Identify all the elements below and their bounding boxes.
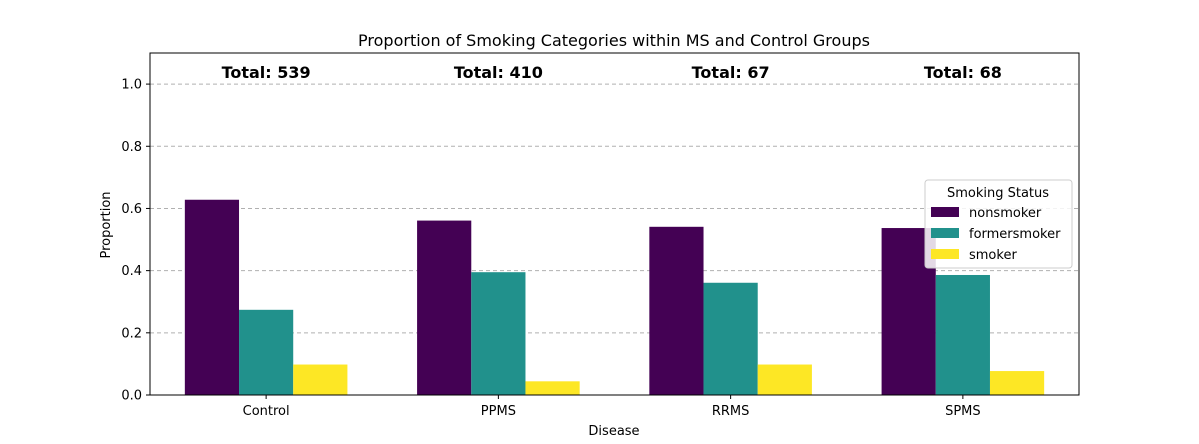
y-tick-label: 0.0 xyxy=(121,389,142,404)
legend-swatch-nonsmoker xyxy=(931,207,959,217)
bars xyxy=(184,199,1045,395)
legend-label-smoker: smoker xyxy=(969,248,1017,263)
plot-frame xyxy=(149,52,1080,396)
x-tick-label: SPMS xyxy=(945,404,981,419)
x-axis-label: Disease xyxy=(588,424,639,439)
total-labels: Total: 539 Total: 410 Total: 67 Total: 68 xyxy=(222,63,1002,82)
bar-smoker-spms xyxy=(989,371,1045,395)
bar-formersmoker-rrms xyxy=(703,282,758,395)
legend-box xyxy=(924,179,1073,269)
y-tick-label: 0.6 xyxy=(121,202,142,217)
bar-formersmoker-control xyxy=(239,309,294,395)
legend-title: Smoking Status xyxy=(947,186,1049,201)
y-tick-label: 0.4 xyxy=(121,264,142,279)
total-label: Total: 539 xyxy=(222,63,311,82)
y-axis-label: Proportion xyxy=(99,191,114,258)
bar-smoker-rrms xyxy=(757,364,812,395)
bar-nonsmoker-rrms xyxy=(649,226,704,395)
total-label: Total: 67 xyxy=(692,63,770,82)
legend: Smoking Status nonsmoker formersmoker smok… xyxy=(924,179,1073,269)
chart-title: Proportion of Smoking Categories within … xyxy=(358,31,870,50)
x-tick-label: Control xyxy=(243,404,290,419)
legend-label-nonsmoker: nonsmoker xyxy=(969,206,1042,221)
y-tick-label: 1.0 xyxy=(121,78,142,93)
bar-nonsmoker-ppms xyxy=(417,220,472,395)
y-tick-label: 0.8 xyxy=(121,140,142,155)
legend-label-formersmoker: formersmoker xyxy=(969,227,1061,242)
bar-nonsmoker-control xyxy=(184,199,240,395)
bar-smoker-control xyxy=(293,364,348,395)
grid-lines xyxy=(150,83,1079,334)
x-tick-label: RRMS xyxy=(712,404,750,419)
total-label: Total: 410 xyxy=(454,63,543,82)
x-axis: Control PPMS RRMS SPMS xyxy=(243,395,981,419)
y-axis: 0.0 0.2 0.4 0.6 0.8 1.0 xyxy=(121,78,150,404)
total-label: Total: 68 xyxy=(924,63,1002,82)
bar-smoker-ppms xyxy=(525,381,580,395)
bar-formersmoker-ppms xyxy=(471,272,526,395)
legend-swatch-smoker xyxy=(931,249,959,259)
bar-formersmoker-spms xyxy=(935,274,990,395)
x-tick-label: PPMS xyxy=(481,404,516,419)
y-tick-label: 0.2 xyxy=(121,326,142,341)
legend-swatch-formersmoker xyxy=(931,228,959,238)
